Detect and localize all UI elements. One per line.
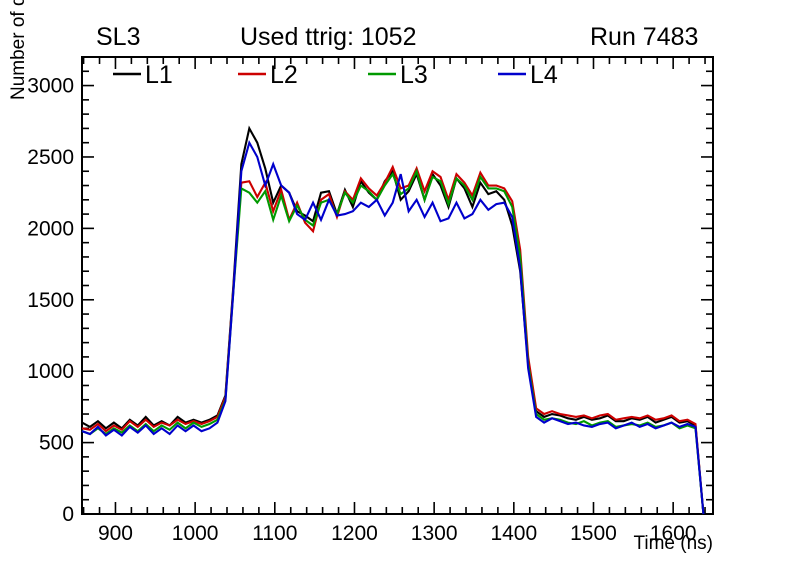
series-line-l3 bbox=[81, 168, 705, 515]
legend: L1 L2 L3 L4 bbox=[113, 61, 558, 89]
legend-label-l2: L2 bbox=[270, 61, 298, 89]
axes-group: 900 1000 1100 1200 1300 1400 1500 1600 0 500 1000… bbox=[27, 56, 714, 545]
y-axis-tick-labels: 0 500 1000 1500 2000 2500 3000 bbox=[27, 75, 74, 526]
plot-frame bbox=[81, 56, 714, 515]
x-tick-label: 900 bbox=[98, 522, 133, 545]
y-tick-label: 2500 bbox=[27, 146, 74, 169]
legend-label-l1: L1 bbox=[145, 61, 173, 89]
x-axis-title: Time (ns) bbox=[633, 533, 713, 554]
y-tick-label: 2000 bbox=[27, 217, 74, 240]
legend-label-l3: L3 bbox=[400, 61, 428, 89]
y-tick-label: 1500 bbox=[27, 289, 74, 312]
series-line-l2 bbox=[81, 164, 705, 515]
y-axis-title: Number of digis bbox=[8, 0, 29, 100]
run-number-label: Run 7483 bbox=[590, 23, 699, 51]
data-series-group bbox=[81, 125, 705, 515]
superlayer-label: SL3 bbox=[96, 23, 141, 51]
x-tick-label: 1400 bbox=[490, 522, 537, 545]
y-tick-label: 0 bbox=[62, 503, 74, 526]
x-tick-label: 1100 bbox=[252, 522, 297, 545]
x-axis-ticks bbox=[82, 57, 706, 514]
y-tick-label: 500 bbox=[39, 432, 74, 455]
x-tick-label: 1200 bbox=[331, 522, 378, 545]
x-tick-label: 1500 bbox=[570, 522, 617, 545]
x-tick-label: 1000 bbox=[172, 522, 219, 545]
x-axis-tick-labels: 900 1000 1100 1200 1300 1400 1500 1600 bbox=[98, 522, 697, 545]
y-tick-label: 3000 bbox=[27, 75, 74, 98]
y-tick-label: 1000 bbox=[27, 360, 74, 383]
legend-label-l4: L4 bbox=[530, 61, 558, 89]
ttrig-label: Used ttrig: 1052 bbox=[240, 23, 417, 51]
y-axis-ticks bbox=[82, 56, 713, 515]
x-tick-label: 1300 bbox=[411, 522, 458, 545]
x-tick-label: 1600 bbox=[650, 522, 697, 545]
series-line-l4 bbox=[81, 139, 705, 515]
series-line-l1 bbox=[81, 125, 705, 515]
